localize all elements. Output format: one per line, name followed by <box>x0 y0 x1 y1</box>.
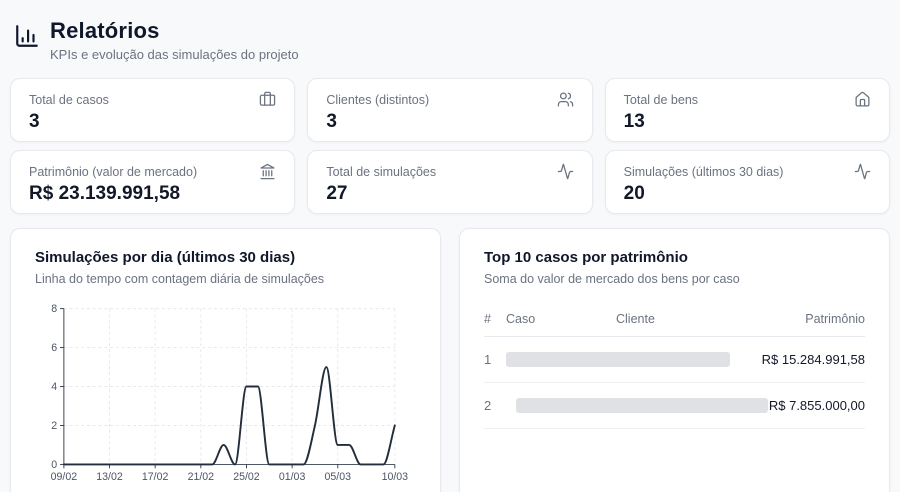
panel-grid: Simulações por dia (últimos 30 dias) Lin… <box>10 228 890 492</box>
redacted-text-bar <box>506 352 730 367</box>
bar-chart-icon <box>14 23 40 54</box>
table-panel-title: Top 10 casos por patrimônio <box>484 249 688 266</box>
svg-text:05/03: 05/03 <box>325 471 352 483</box>
line-chart: 0 2 4 6 8 09/02 13/02 17/02 21/02 25/02 01/03 05/03… <box>35 298 416 487</box>
top-cases-panel: Top 10 casos por patrimônio Soma do valo… <box>459 228 890 492</box>
case-redacted-name <box>506 398 769 413</box>
case-patrimonio-value: R$ 7.855.000,00 <box>768 398 865 413</box>
column-header-patrimonio: Patrimônio <box>805 312 865 326</box>
svg-text:6: 6 <box>51 342 57 354</box>
kpi-value: 13 <box>623 111 645 132</box>
svg-text:17/02: 17/02 <box>142 471 169 483</box>
kpi-card-patrimonio: Patrimônio (valor de mercado) R$ 23.139.… <box>10 150 296 214</box>
activity-icon <box>854 163 871 180</box>
kpi-card-simulacoes-30-dias: Simulações (últimos 30 dias) 20 <box>604 150 890 214</box>
kpi-grid: Total de casos 3 Clientes (distintos) 3 <box>10 78 890 214</box>
briefcase-icon <box>259 91 276 108</box>
svg-text:25/02: 25/02 <box>233 471 260 483</box>
svg-text:0: 0 <box>51 459 57 471</box>
kpi-card-clientes: Clientes (distintos) 3 <box>307 78 593 142</box>
svg-text:2: 2 <box>51 420 57 432</box>
page-subtitle: KPIs e evolução das simulações do projet… <box>50 47 299 62</box>
svg-text:09/02: 09/02 <box>51 471 78 483</box>
column-header-cliente: Cliente <box>616 312 655 326</box>
kpi-label: Simulações (últimos 30 dias) <box>623 164 784 179</box>
chart-panel-subtitle: Linha do tempo com contagem diária de si… <box>35 272 325 286</box>
simulations-chart-panel: Simulações por dia (últimos 30 dias) Lin… <box>10 228 441 492</box>
page-header-text: Relatórios KPIs e evolução das simulaçõe… <box>50 18 299 62</box>
kpi-card-total-bens: Total de bens 13 <box>604 78 890 142</box>
kpi-label: Total de simulações <box>326 164 437 179</box>
page-header: Relatórios KPIs e evolução das simulaçõe… <box>10 14 890 62</box>
column-header-caso: Caso <box>506 312 536 326</box>
line-chart-svg: 0 2 4 6 8 09/02 13/02 17/02 21/02 25/02 01/03 05/03… <box>51 303 409 483</box>
landmark-icon <box>259 163 276 180</box>
page-title: Relatórios <box>50 18 160 43</box>
kpi-label: Total de bens <box>623 92 699 107</box>
svg-text:10/03: 10/03 <box>382 471 409 483</box>
users-icon <box>557 91 574 108</box>
redacted-text-bar <box>516 398 768 413</box>
case-rank: 2 <box>484 398 492 413</box>
kpi-card-total-casos: Total de casos 3 <box>10 78 296 142</box>
top-cases-table: # Caso Cliente Patrimônio 1 R$ 15.284.991… <box>484 304 865 429</box>
svg-text:8: 8 <box>51 303 57 315</box>
table-panel-subtitle: Soma do valor de mercado dos bens por ca… <box>484 272 740 286</box>
case-rank: 1 <box>484 352 492 367</box>
case-redacted-name <box>506 352 762 367</box>
activity-icon <box>557 163 574 180</box>
kpi-value: 3 <box>29 111 40 132</box>
table-row: 1 R$ 15.284.991,58 <box>484 337 865 383</box>
kpi-value: 20 <box>623 183 645 204</box>
svg-text:4: 4 <box>51 381 57 393</box>
chart-panel-title: Simulações por dia (últimos 30 dias) <box>35 249 296 266</box>
column-header-rank: # <box>484 312 491 326</box>
table-header-row: # Caso Cliente Patrimônio <box>484 304 865 337</box>
kpi-label: Total de casos <box>29 92 109 107</box>
kpi-card-total-simulacoes: Total de simulações 27 <box>307 150 593 214</box>
kpi-label: Clientes (distintos) <box>326 92 430 107</box>
kpi-value: 27 <box>326 183 348 204</box>
svg-text:13/02: 13/02 <box>96 471 123 483</box>
svg-text:21/02: 21/02 <box>188 471 215 483</box>
case-patrimonio-value: R$ 15.284.991,58 <box>761 352 865 367</box>
table-row: 2 R$ 7.855.000,00 <box>484 383 865 429</box>
house-icon <box>854 91 871 108</box>
kpi-value: 3 <box>326 111 337 132</box>
svg-text:01/03: 01/03 <box>279 471 306 483</box>
table-body: 1 R$ 15.284.991,58 2 R$ 7.855.000,00 <box>484 337 865 429</box>
kpi-label: Patrimônio (valor de mercado) <box>29 164 198 179</box>
kpi-value: R$ 23.139.991,58 <box>29 183 181 204</box>
